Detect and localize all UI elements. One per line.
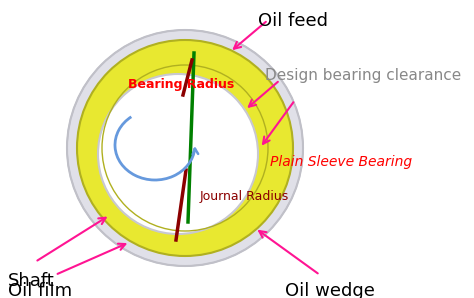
Text: Journal Radius: Journal Radius <box>200 190 289 203</box>
Circle shape <box>67 30 303 266</box>
Circle shape <box>98 74 258 234</box>
Text: Design bearing clearance: Design bearing clearance <box>265 68 461 83</box>
Text: Plain Sleeve Bearing: Plain Sleeve Bearing <box>270 155 412 169</box>
Text: Oil wedge: Oil wedge <box>285 282 375 298</box>
Text: Oil feed: Oil feed <box>258 12 328 30</box>
Text: Bearing Radius: Bearing Radius <box>128 78 234 91</box>
Text: Oil film: Oil film <box>8 282 72 298</box>
Circle shape <box>77 40 293 256</box>
Text: Shaft: Shaft <box>8 272 55 290</box>
